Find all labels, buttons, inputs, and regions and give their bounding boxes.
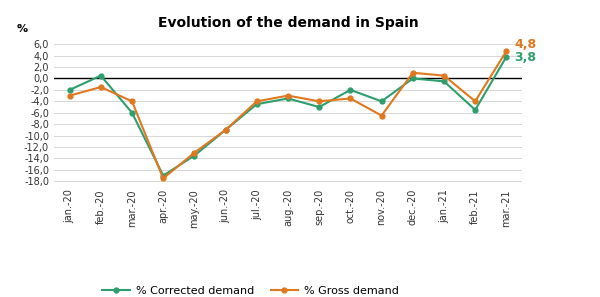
- % Corrected demand: [253, 102, 260, 106]
- % Corrected demand: [409, 77, 416, 80]
- % Corrected demand: [128, 111, 136, 115]
- % Gross demand: [284, 94, 292, 97]
- % Gross demand: [191, 151, 198, 154]
- % Gross demand: [97, 85, 104, 89]
- % Corrected demand: [66, 88, 73, 92]
- % Corrected demand: [347, 88, 354, 92]
- % Corrected demand: [160, 174, 167, 177]
- % Gross demand: [347, 97, 354, 100]
- Line: % Corrected demand: % Corrected demand: [67, 54, 509, 178]
- % Gross demand: [378, 114, 385, 117]
- Legend: % Corrected demand, % Gross demand: % Corrected demand, % Gross demand: [98, 282, 403, 297]
- % Corrected demand: [316, 105, 323, 109]
- % Gross demand: [66, 94, 73, 97]
- % Corrected demand: [440, 80, 448, 83]
- % Corrected demand: [191, 154, 198, 157]
- Line: % Gross demand: % Gross demand: [67, 49, 509, 181]
- % Gross demand: [128, 99, 136, 103]
- % Corrected demand: [97, 74, 104, 78]
- % Gross demand: [160, 177, 167, 180]
- Text: 3,8: 3,8: [514, 51, 536, 64]
- % Gross demand: [472, 99, 479, 103]
- % Gross demand: [222, 128, 229, 132]
- % Corrected demand: [284, 97, 292, 100]
- % Corrected demand: [378, 99, 385, 103]
- % Corrected demand: [222, 128, 229, 132]
- % Gross demand: [409, 71, 416, 75]
- % Corrected demand: [472, 108, 479, 112]
- % Gross demand: [440, 74, 448, 78]
- % Corrected demand: [503, 55, 510, 59]
- Title: Evolution of the demand in Spain: Evolution of the demand in Spain: [158, 16, 418, 30]
- % Gross demand: [253, 99, 260, 103]
- Text: %: %: [17, 24, 28, 34]
- Text: 4,8: 4,8: [514, 38, 536, 51]
- % Gross demand: [316, 99, 323, 103]
- % Gross demand: [503, 49, 510, 53]
